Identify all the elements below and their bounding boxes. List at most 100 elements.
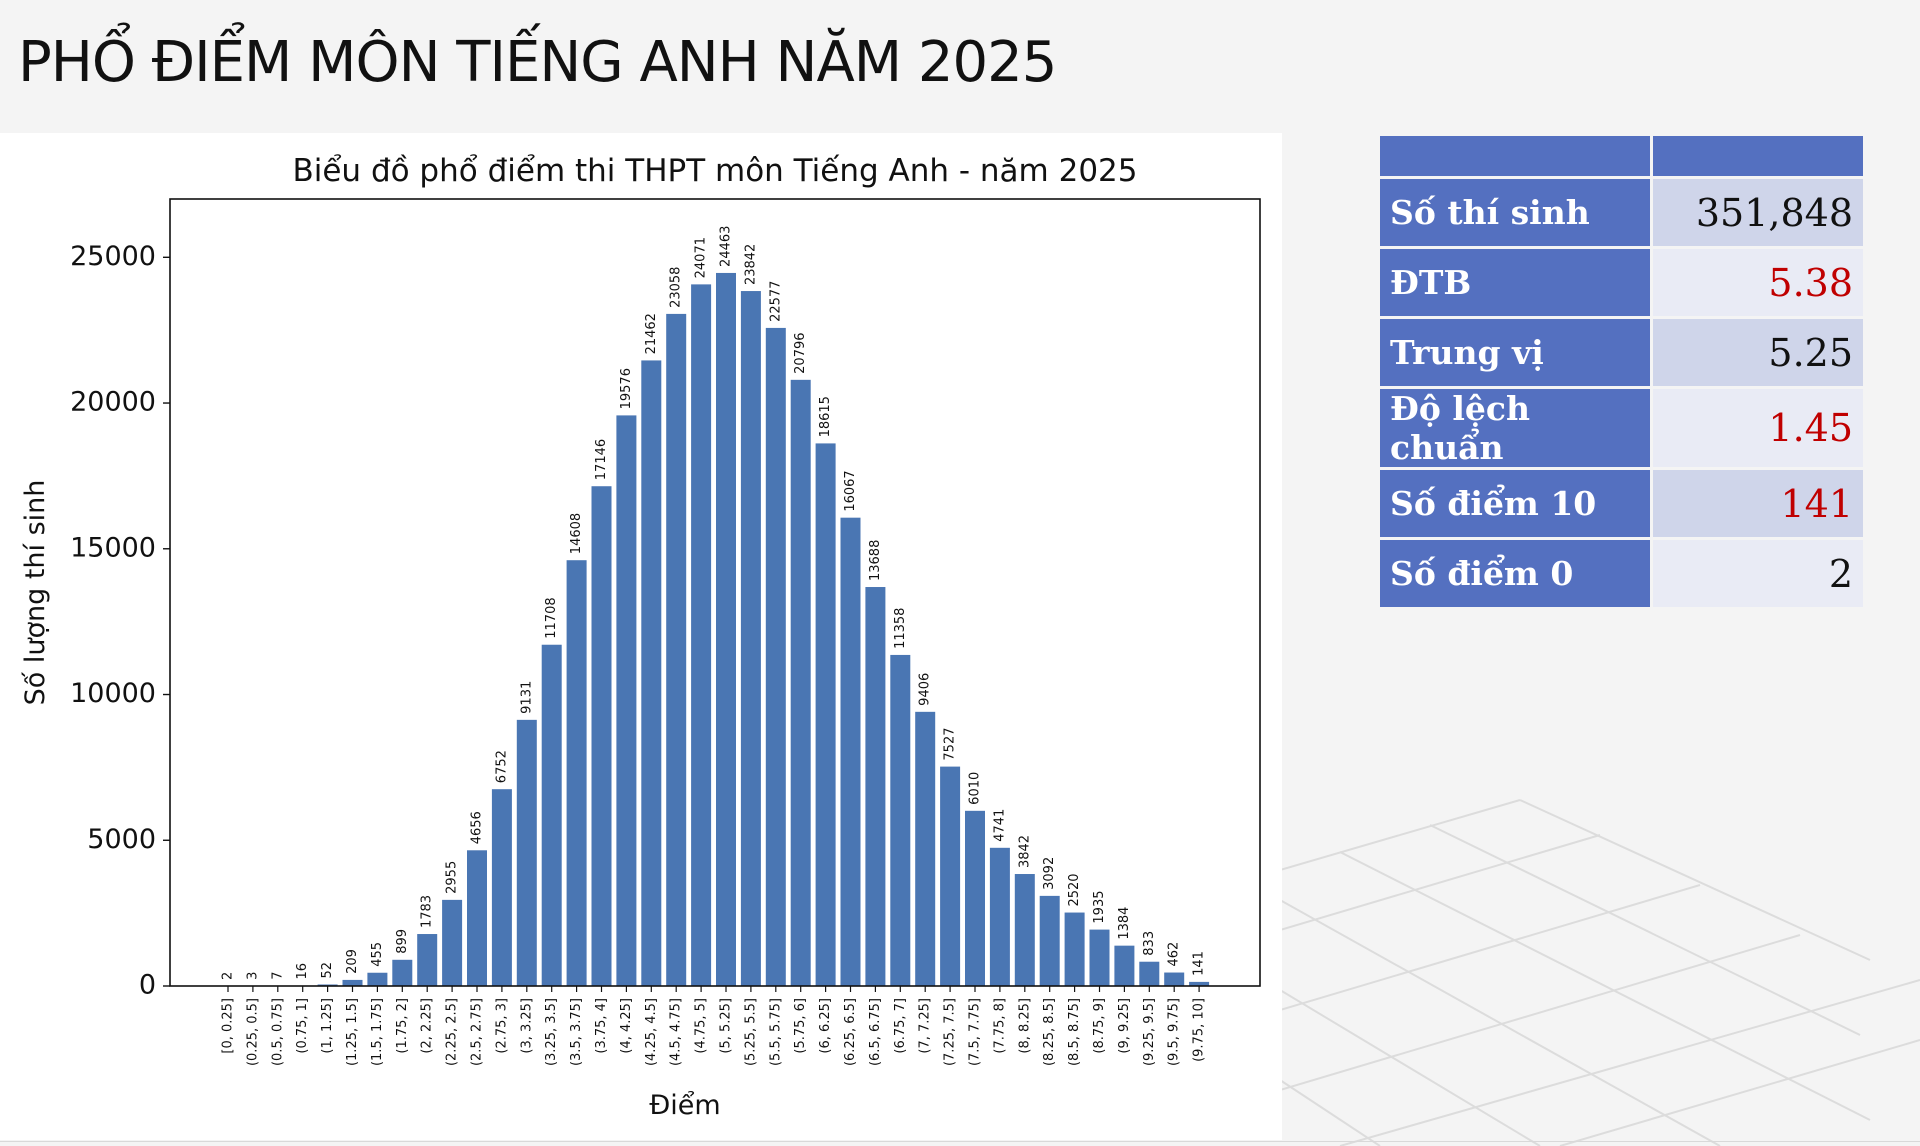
data-label: 1783	[420, 895, 435, 928]
data-label: 3842	[1017, 835, 1032, 868]
bar	[591, 486, 612, 986]
x-tick-label: (3.25, 3.5]	[544, 998, 559, 1066]
x-tick-label: (5, 5.25]	[719, 998, 734, 1054]
stats-label: Số điểm 10	[1380, 470, 1650, 537]
stats-table-header	[1380, 136, 1863, 176]
y-tick-label: 15000	[70, 532, 156, 563]
bar	[467, 850, 487, 986]
y-tick-label: 0	[139, 970, 156, 1001]
stats-row: Số thí sinh 351,848	[1380, 179, 1863, 246]
data-label: 24463	[719, 226, 734, 267]
bar	[516, 719, 537, 986]
x-tick-label: (9.25, 9.5]	[1142, 998, 1157, 1066]
x-tick-label: (7.25, 7.5]	[943, 998, 958, 1066]
x-tick-label: (8.25, 8.5]	[1042, 998, 1057, 1066]
data-label: 455	[370, 942, 385, 967]
x-tick-label: (5.75, 6]	[793, 998, 808, 1054]
y-tick-label: 25000	[70, 241, 156, 272]
stats-value: 1.45	[1653, 389, 1863, 467]
data-label: 2	[221, 972, 236, 980]
x-tick-label: (2, 2.25]	[420, 998, 435, 1054]
x-tick-label: (7, 7.25]	[918, 998, 933, 1054]
data-label: 2955	[445, 861, 460, 894]
x-tick-label: (4.75, 5]	[694, 998, 709, 1054]
data-label: 833	[1142, 931, 1157, 956]
data-label: 22577	[768, 281, 783, 322]
bar	[1189, 981, 1210, 986]
y-tick-label: 10000	[70, 678, 156, 709]
data-label: 3	[245, 972, 260, 980]
x-tick-label: (2.75, 3]	[494, 998, 509, 1054]
bar	[1139, 961, 1160, 986]
x-tick-label: (5.5, 5.75]	[768, 998, 783, 1066]
decorative-grid-floor	[1280, 799, 1920, 1146]
bar	[392, 959, 413, 986]
data-label: 13688	[868, 540, 883, 581]
bar	[442, 899, 463, 986]
x-tick-label: (4.25, 4.5]	[644, 998, 659, 1066]
x-tick-label: (6.25, 6.5]	[843, 998, 858, 1066]
data-label: 14608	[569, 513, 584, 554]
stats-row: Số điểm 10 141	[1380, 470, 1863, 537]
data-label: 209	[345, 949, 360, 974]
bar	[865, 587, 886, 986]
x-tick-label: (1, 1.25]	[320, 998, 335, 1054]
chart-title: Biểu đồ phổ điểm thi THPT môn Tiếng Anh …	[292, 153, 1137, 189]
x-tick-label: (1.75, 2]	[395, 998, 410, 1054]
data-label: 6010	[968, 772, 983, 805]
bar	[940, 766, 961, 986]
bar	[840, 517, 861, 986]
bar	[641, 360, 662, 986]
data-label: 6752	[494, 750, 509, 783]
x-tick-label: (1.25, 1.5]	[345, 998, 360, 1066]
x-tick-label: (1.5, 1.75]	[370, 998, 385, 1066]
x-tick-label: (9.75, 10]	[1192, 998, 1207, 1062]
x-tick-label: (6.75, 7]	[893, 998, 908, 1054]
bar	[491, 789, 512, 986]
stats-header-cell	[1653, 136, 1863, 176]
y-tick-label: 20000	[70, 387, 156, 418]
bar	[790, 379, 811, 987]
bar	[1039, 895, 1060, 986]
x-tick-label: (0.5, 0.75]	[270, 998, 285, 1066]
bar-chart: Biểu đồ phổ điểm thi THPT môn Tiếng Anh …	[20, 153, 1261, 1121]
data-label: 7527	[943, 728, 958, 761]
stats-row: Trung vị 5.25	[1380, 319, 1863, 386]
bar	[691, 284, 712, 986]
slide-bottom-border	[0, 1141, 1920, 1142]
stats-value: 5.38	[1653, 249, 1863, 316]
data-label: 16	[295, 963, 310, 980]
x-tick-label: (6, 6.25]	[818, 998, 833, 1054]
bar	[989, 847, 1010, 986]
y-axis-label: Số lượng thí sinh	[20, 480, 51, 706]
bar	[815, 443, 836, 986]
chart-panel: Biểu đồ phổ điểm thi THPT môn Tiếng Anh …	[0, 133, 1282, 1140]
bar	[965, 810, 985, 986]
x-tick-label: (5.25, 5.5]	[743, 998, 758, 1066]
data-label: 899	[395, 929, 410, 954]
data-label: 23058	[669, 267, 684, 308]
bar	[890, 654, 911, 986]
bar	[1164, 972, 1185, 986]
plot-frame	[169, 198, 1261, 987]
data-label: 52	[320, 962, 335, 979]
stats-row: Độ lệch chuẩn 1.45	[1380, 389, 1863, 467]
data-label: 4741	[992, 809, 1007, 842]
data-label: 20796	[793, 332, 808, 373]
data-label: 4656	[470, 811, 485, 844]
bar	[541, 644, 562, 986]
slide-title: PHỔ ĐIỂM MÔN TIẾNG ANH NĂM 2025	[18, 30, 1057, 95]
stats-label: Số điểm 0	[1380, 540, 1650, 607]
bar	[566, 560, 587, 986]
bar	[915, 711, 936, 986]
bar	[1064, 912, 1085, 986]
x-tick-label: (4, 4.25]	[619, 998, 634, 1054]
y-tick-label: 5000	[87, 824, 156, 855]
data-label: 141	[1192, 951, 1207, 976]
bar	[716, 272, 736, 986]
data-label: 2520	[1067, 873, 1082, 906]
stats-table: Số thí sinh 351,848 ĐTB 5.38 Trung vị 5.…	[1377, 133, 1866, 610]
data-label: 462	[1167, 942, 1182, 967]
data-label: 24071	[694, 237, 709, 278]
bar	[765, 327, 786, 986]
